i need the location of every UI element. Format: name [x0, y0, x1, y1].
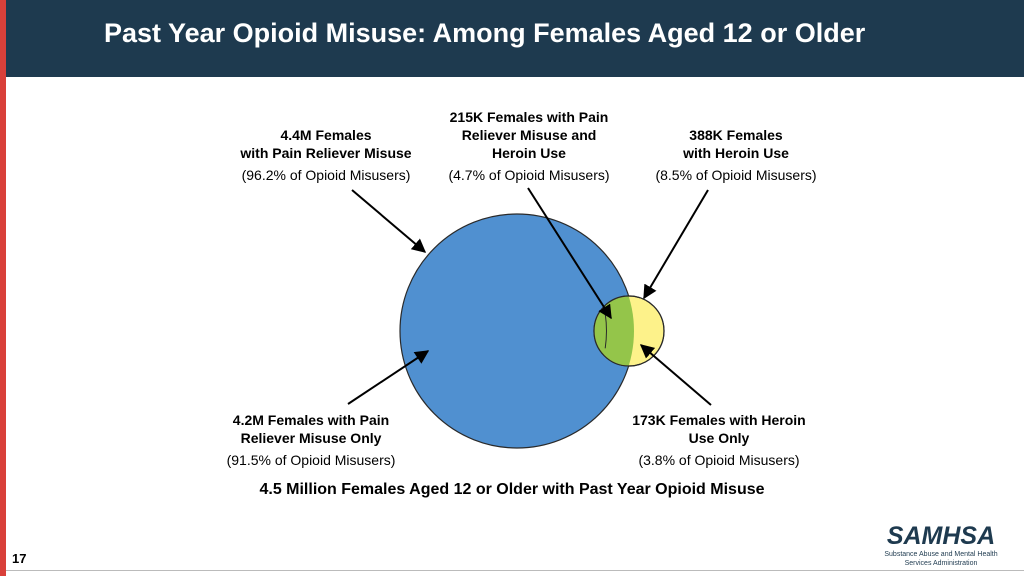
logo-subtitle-line2: Services Administration [904, 560, 978, 567]
label-pain-total: 4.4M Females with Pain Reliever Misuse (… [240, 127, 412, 183]
label-overlap: 215K Females with Pain Reliever Misuse a… [448, 109, 610, 183]
samhsa-logo: SAMHSA Substance Abuse and Mental Health… [876, 522, 1006, 568]
arrow-pain-total [351, 189, 427, 253]
arrow-overlap [527, 187, 612, 320]
logo-wordmark: SAMHSA [886, 522, 996, 550]
accent-bar [0, 0, 6, 576]
label-heroin-only: 173K Females with Heroin Use Only (3.8% … [632, 412, 806, 468]
slide-title: Past Year Opioid Misuse: Among Females A… [104, 18, 866, 48]
footer-divider [6, 570, 1024, 571]
slide-number: 17 [12, 551, 27, 566]
title-bar [6, 0, 1024, 77]
label-heroin-total: 388K Females with Heroin Use (8.5% of Op… [655, 127, 817, 183]
logo-subtitle-line1: Substance Abuse and Mental Health [884, 551, 998, 558]
arrow-heroin-total [643, 189, 709, 300]
diagram-caption: 4.5 Million Females Aged 12 or Older wit… [259, 481, 765, 498]
label-pain-only: 4.2M Females with Pain Reliever Misuse O… [226, 412, 396, 468]
arrow-heroin-only [639, 344, 712, 406]
arrow-pain-only [347, 350, 430, 405]
